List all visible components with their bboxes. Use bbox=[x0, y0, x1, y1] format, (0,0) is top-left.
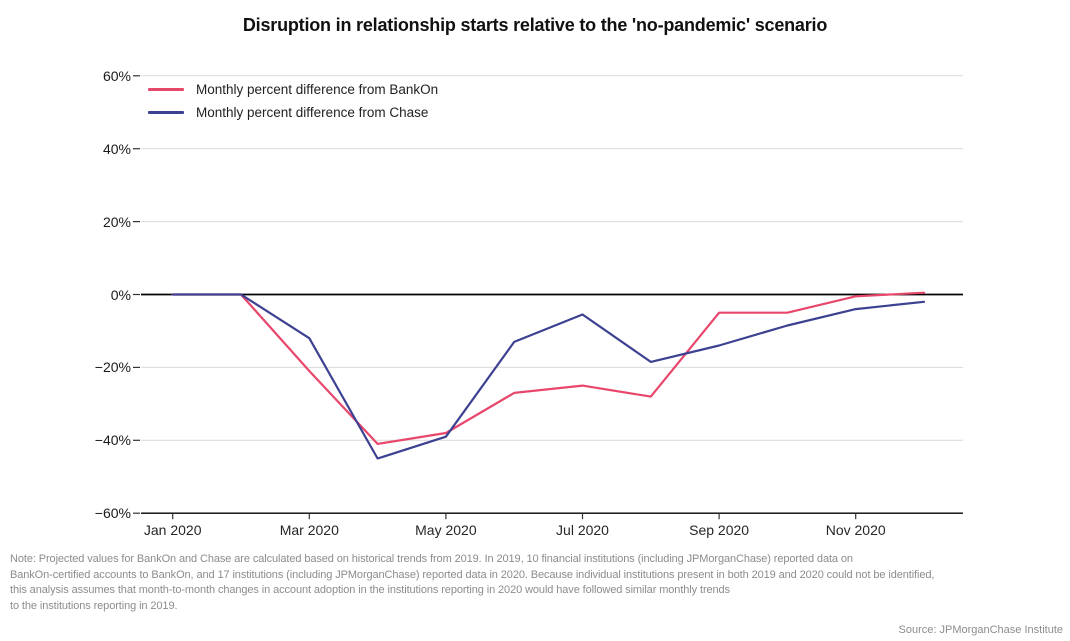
y-tick-label: −60% bbox=[94, 505, 131, 522]
y-tick-label: −40% bbox=[94, 432, 131, 449]
x-tick-label: May 2020 bbox=[415, 522, 477, 538]
x-tick-label: Jul 2020 bbox=[556, 522, 609, 538]
legend-label-chase: Monthly percent difference from Chase bbox=[196, 105, 429, 120]
x-tick-label: Sep 2020 bbox=[689, 522, 750, 538]
y-tick-label: 20% bbox=[102, 213, 131, 230]
y-tick-label: 60% bbox=[102, 67, 131, 84]
legend-item-chase: Monthly percent difference from Chase bbox=[148, 101, 438, 124]
y-tick-label: 40% bbox=[102, 140, 131, 157]
series-line-chase bbox=[171, 293, 926, 460]
footnote-line: this analysis assumes that month-to-mont… bbox=[10, 584, 730, 596]
legend-label-bankon: Monthly percent difference from BankOn bbox=[196, 82, 439, 97]
footnote-line: to the institutions reporting in 2019. bbox=[10, 599, 178, 612]
legend: Monthly percent difference from BankOn Mo… bbox=[148, 78, 438, 124]
series-line-bankon bbox=[171, 291, 926, 445]
x-tick-label: Jan 2020 bbox=[143, 522, 202, 538]
footnote-line: BankOn-certified accounts to BankOn, and… bbox=[10, 568, 935, 581]
chart-title: Disruption in relationship starts relati… bbox=[242, 15, 828, 35]
footnote: Note: Projected values for BankOn and Ch… bbox=[10, 552, 1070, 614]
x-tick-label: Nov 2020 bbox=[825, 522, 886, 538]
legend-swatch-chase bbox=[148, 111, 184, 114]
x-tick-label: Mar 2020 bbox=[279, 522, 339, 538]
footnote-line: Note: Projected values for BankOn and Ch… bbox=[10, 553, 853, 565]
y-tick-label: −20% bbox=[94, 359, 131, 376]
source-credit: Source: JPMorganChase Institute bbox=[898, 624, 1063, 636]
legend-swatch-bankon bbox=[148, 88, 184, 91]
y-tick-label: 0% bbox=[110, 286, 131, 303]
legend-item-bankon: Monthly percent difference from BankOn bbox=[148, 78, 438, 101]
